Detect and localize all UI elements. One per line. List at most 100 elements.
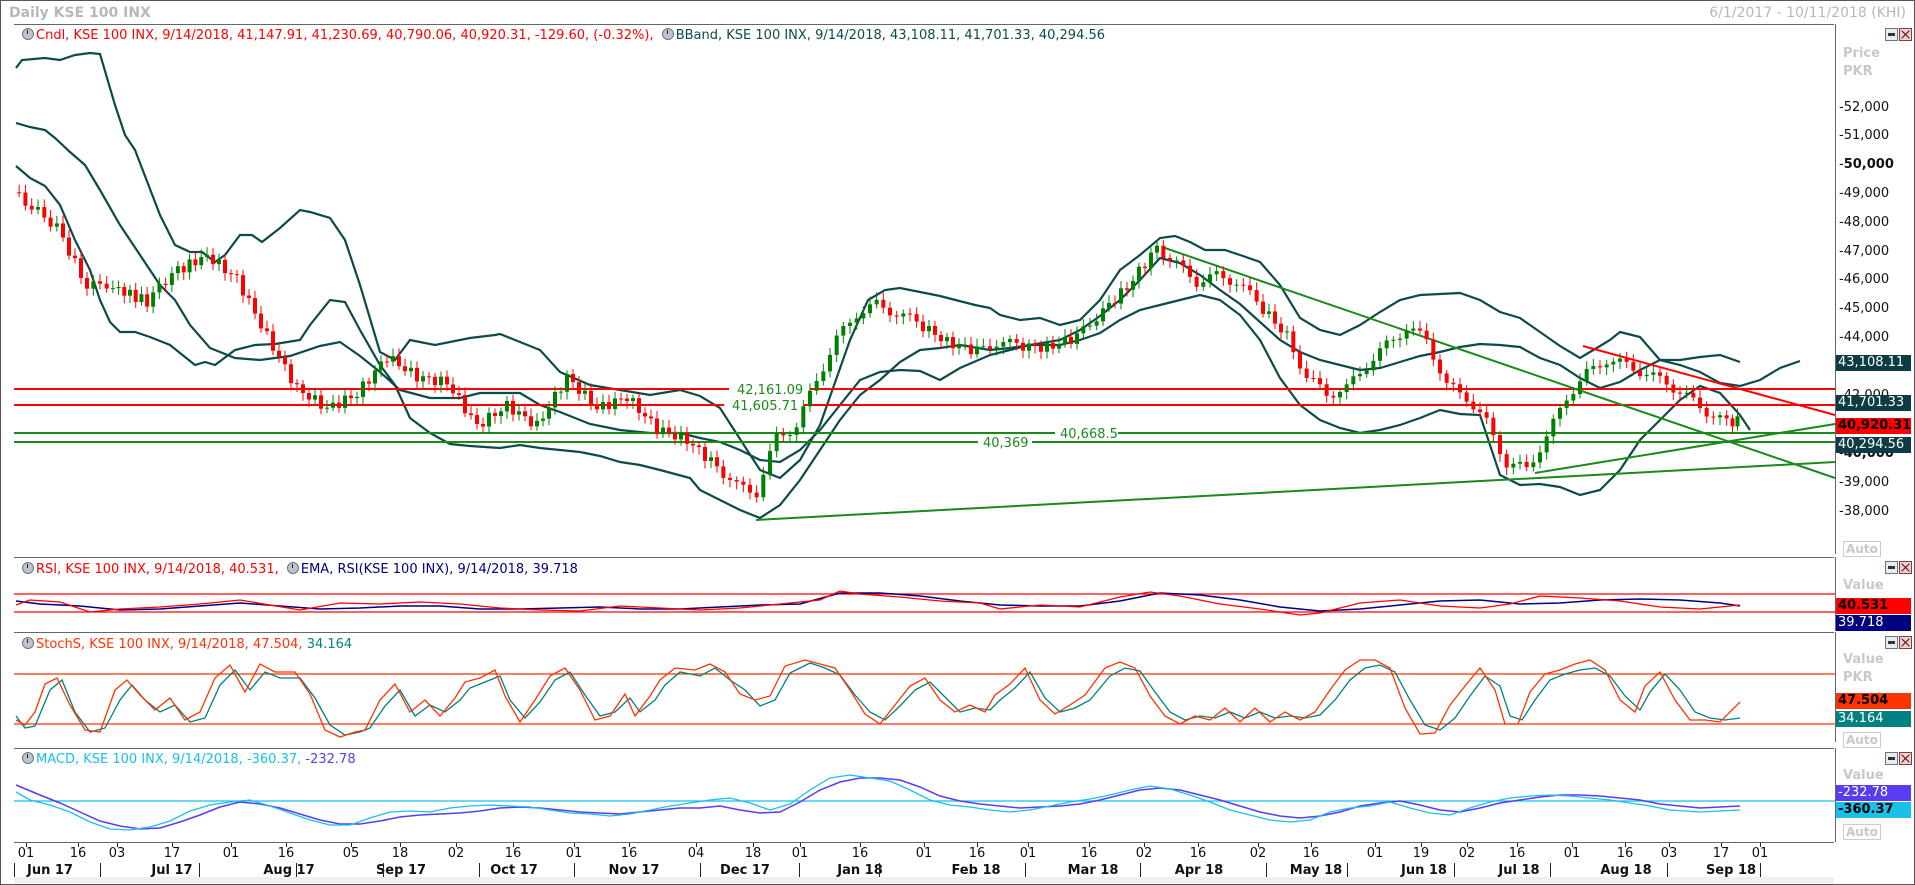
minimize-icon[interactable] xyxy=(1885,752,1898,765)
clock-icon[interactable] xyxy=(22,562,34,574)
x-month-label: Mar 18 xyxy=(1067,863,1119,878)
level-label-s2: 40,369 xyxy=(983,436,1029,451)
signal-legend-text: -232.78 xyxy=(305,752,356,767)
bband-upper-value: 43,108.11 xyxy=(1836,355,1911,371)
month-separator xyxy=(14,863,15,879)
x-day-label: 01 xyxy=(1751,846,1769,861)
x-tick xyxy=(924,843,925,847)
clock-icon[interactable] xyxy=(22,752,34,764)
x-day-label: 16 xyxy=(277,846,295,861)
stoch-plot xyxy=(14,659,1835,738)
time-axis[interactable]: 01 16 03 17 01 16 05 18 02 16 01 16 04 18 01 16 01 16 01 16… xyxy=(14,842,1834,883)
x-tick xyxy=(1669,843,1670,847)
tick: -45,000 xyxy=(1839,301,1890,316)
x-day-label: 16 xyxy=(1189,846,1207,861)
x-tick xyxy=(1028,843,1029,847)
tick: -38,000 xyxy=(1839,504,1890,519)
x-tick xyxy=(513,843,514,847)
tick: -46,000 xyxy=(1839,272,1890,287)
x-tick xyxy=(977,843,978,847)
x-tick xyxy=(629,843,630,847)
x-tick xyxy=(753,843,754,847)
x-day-label: 04 xyxy=(687,846,705,861)
x-tick xyxy=(1258,843,1259,847)
clock-icon[interactable] xyxy=(286,562,299,574)
x-tick xyxy=(26,843,27,847)
macd-legend-text: MACD, KSE 100 INX, 9/14/2018, -360.37, xyxy=(36,752,302,767)
x-day-label: 18 xyxy=(744,846,762,861)
close-icon[interactable] xyxy=(1899,636,1912,649)
x-day-label: 16 xyxy=(1302,846,1320,861)
x-tick xyxy=(1467,843,1468,847)
minimize-icon[interactable] xyxy=(1885,561,1898,574)
rsi-legend-text: RSI, KSE 100 INX, 9/14/2018, 40.531, xyxy=(36,562,279,577)
rsi-value: 40.531 xyxy=(1836,598,1911,614)
x-tick xyxy=(231,843,232,847)
x-tick xyxy=(1572,843,1573,847)
month-separator xyxy=(199,863,200,879)
x-day-label: 01 xyxy=(1563,846,1581,861)
auto-scale-button[interactable]: Auto xyxy=(1843,824,1881,840)
tick: -51,000 xyxy=(1839,128,1890,143)
x-day-label: 02 xyxy=(1458,846,1476,861)
month-separator xyxy=(574,863,575,879)
price-legend: Cndl, KSE 100 INX, 9/14/2018, 41,147.91,… xyxy=(22,28,1105,43)
rsi-plot xyxy=(14,590,1835,616)
clock-icon[interactable] xyxy=(22,637,34,649)
x-month-label: May 18 xyxy=(1289,863,1343,878)
x-tick xyxy=(172,843,173,847)
candle-legend: Cndl, KSE 100 INX, 9/14/2018, 41,147.91,… xyxy=(36,28,654,43)
x-tick xyxy=(1760,843,1761,847)
clock-icon[interactable] xyxy=(22,28,34,40)
x-day-label: 02 xyxy=(1249,846,1267,861)
rsi-pane[interactable] xyxy=(14,557,1834,632)
x-day-label: 01 xyxy=(791,846,809,861)
chart-title: Daily KSE 100 INX xyxy=(9,5,151,21)
stoch-pane[interactable] xyxy=(14,632,1834,743)
month-separator xyxy=(1454,863,1455,879)
month-separator xyxy=(1550,863,1551,879)
price-pane[interactable] xyxy=(14,24,1834,555)
x-tick xyxy=(1375,843,1376,847)
x-month-label: Feb 18 xyxy=(951,863,1001,878)
auto-scale-button[interactable]: Auto xyxy=(1843,732,1881,748)
x-month-label: Jul 18 xyxy=(1498,863,1540,878)
x-tick xyxy=(696,843,697,847)
month-separator xyxy=(1266,863,1267,879)
macd-legend: MACD, KSE 100 INX, 9/14/2018, -360.37, -… xyxy=(22,752,356,767)
month-separator xyxy=(383,863,384,879)
month-separator xyxy=(100,863,101,879)
close-icon[interactable] xyxy=(1899,752,1912,765)
x-day-label: 01 xyxy=(915,846,933,861)
x-tick xyxy=(800,843,801,847)
stoch-k-value: 47.504 xyxy=(1836,693,1911,709)
tick: -49,000 xyxy=(1839,186,1890,201)
month-separator xyxy=(296,863,297,879)
x-tick xyxy=(860,843,861,847)
macd-pane[interactable] xyxy=(14,748,1834,843)
x-day-label: 16 xyxy=(1508,846,1526,861)
x-tick xyxy=(400,843,401,847)
x-tick xyxy=(1721,843,1722,847)
x-tick xyxy=(1144,843,1145,847)
x-month-label: Aug 18 xyxy=(1600,863,1652,878)
close-icon[interactable] xyxy=(1899,561,1912,574)
x-day-label: 16 xyxy=(69,846,87,861)
auto-scale-button[interactable]: Auto xyxy=(1843,541,1881,557)
level-label-r2: 41,605.71 xyxy=(732,399,798,414)
tick: -52,000 xyxy=(1839,100,1890,115)
x-day-label: 19 xyxy=(1412,846,1430,861)
x-tick xyxy=(351,843,352,847)
x-day-label: 01 xyxy=(17,846,35,861)
x-month-label: Jun 17 xyxy=(27,863,73,878)
x-tick xyxy=(1517,843,1518,847)
signal-value: -232.78 xyxy=(1836,785,1911,801)
x-day-label: 01 xyxy=(1366,846,1384,861)
clock-icon[interactable] xyxy=(661,28,674,40)
tick: -39,000 xyxy=(1839,475,1890,490)
tick: -50,000 xyxy=(1839,157,1894,172)
minimize-icon[interactable] xyxy=(1885,636,1898,649)
minimize-icon[interactable] xyxy=(1885,28,1898,41)
close-icon[interactable] xyxy=(1899,28,1912,41)
x-month-label: Sep 18 xyxy=(1705,863,1757,878)
